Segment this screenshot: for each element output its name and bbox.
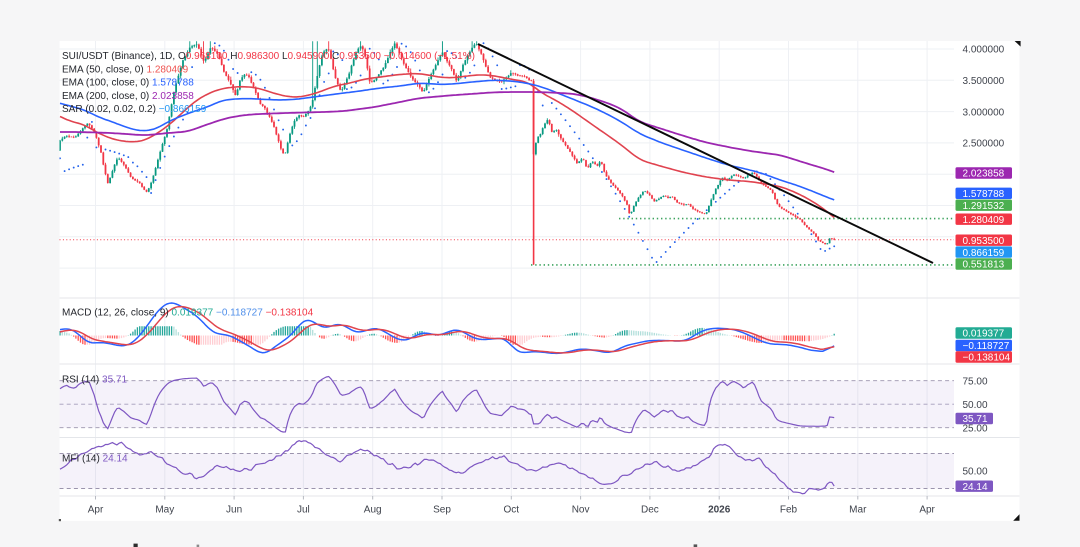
- svg-text:EMA (50, close, 0) 1.280409: EMA (50, close, 0) 1.280409: [62, 64, 189, 75]
- svg-text:Oct: Oct: [504, 505, 520, 516]
- svg-text:75.00: 75.00: [963, 376, 988, 387]
- svg-text:−0.138104: −0.138104: [963, 353, 1011, 364]
- svg-text:RSI (14) 35.71: RSI (14) 35.71: [62, 375, 127, 386]
- svg-text:MFI (14) 24.14: MFI (14) 24.14: [62, 454, 128, 465]
- svg-text:Feb: Feb: [780, 505, 798, 516]
- svg-text:2026: 2026: [708, 505, 731, 516]
- svg-text:24.14: 24.14: [963, 482, 988, 493]
- svg-text:3.000000: 3.000000: [963, 107, 1005, 118]
- svg-text:Dec: Dec: [641, 505, 659, 516]
- svg-text:Nov: Nov: [572, 505, 590, 516]
- svg-text:1.280409: 1.280409: [963, 215, 1005, 226]
- svg-text:MACD (12, 26, close, 9) 0.0193: MACD (12, 26, close, 9) 0.019377 −0.1187…: [62, 308, 314, 319]
- svg-text:50.00: 50.00: [963, 467, 988, 478]
- svg-text:0.866159: 0.866159: [963, 248, 1005, 259]
- svg-text:May: May: [155, 505, 174, 516]
- svg-text:0.551813: 0.551813: [963, 260, 1005, 271]
- svg-text:1.291532: 1.291532: [963, 201, 1005, 212]
- svg-text:50.00: 50.00: [963, 400, 988, 411]
- svg-text:0.953500: 0.953500: [963, 236, 1005, 247]
- svg-text:Sep: Sep: [433, 505, 451, 516]
- svg-text:2.023858: 2.023858: [963, 169, 1005, 180]
- svg-text:EMA (100, close, 0) 1.578788: EMA (100, close, 0) 1.578788: [62, 78, 194, 89]
- svg-text:1.578788: 1.578788: [963, 189, 1005, 200]
- svg-text:0.019377: 0.019377: [963, 329, 1005, 340]
- svg-text:−0.118727: −0.118727: [963, 341, 1010, 352]
- svg-text:SAR (0.02, 0.02, 0.2) −0.86615: SAR (0.02, 0.02, 0.2) −0.866159: [62, 104, 207, 115]
- svg-text:3.500000: 3.500000: [963, 76, 1005, 87]
- svg-text:Aug: Aug: [364, 505, 382, 516]
- svg-text:Apr: Apr: [919, 505, 935, 516]
- svg-text:25.00: 25.00: [963, 423, 988, 434]
- svg-text:EMA (200, close, 0) 2.023858: EMA (200, close, 0) 2.023858: [62, 91, 194, 102]
- svg-text:Jul: Jul: [297, 505, 310, 516]
- svg-text:SUI/USDT (Binance), 1D, O0.968: SUI/USDT (Binance), 1D, O0.968100 H0.986…: [62, 51, 475, 62]
- svg-text:2.500000: 2.500000: [963, 139, 1005, 150]
- svg-text:Mar: Mar: [849, 505, 867, 516]
- svg-text:35.71: 35.71: [963, 414, 988, 425]
- svg-text:4.000000: 4.000000: [963, 45, 1005, 56]
- svg-text:Jun: Jun: [226, 505, 242, 516]
- svg-text:Apr: Apr: [88, 505, 104, 516]
